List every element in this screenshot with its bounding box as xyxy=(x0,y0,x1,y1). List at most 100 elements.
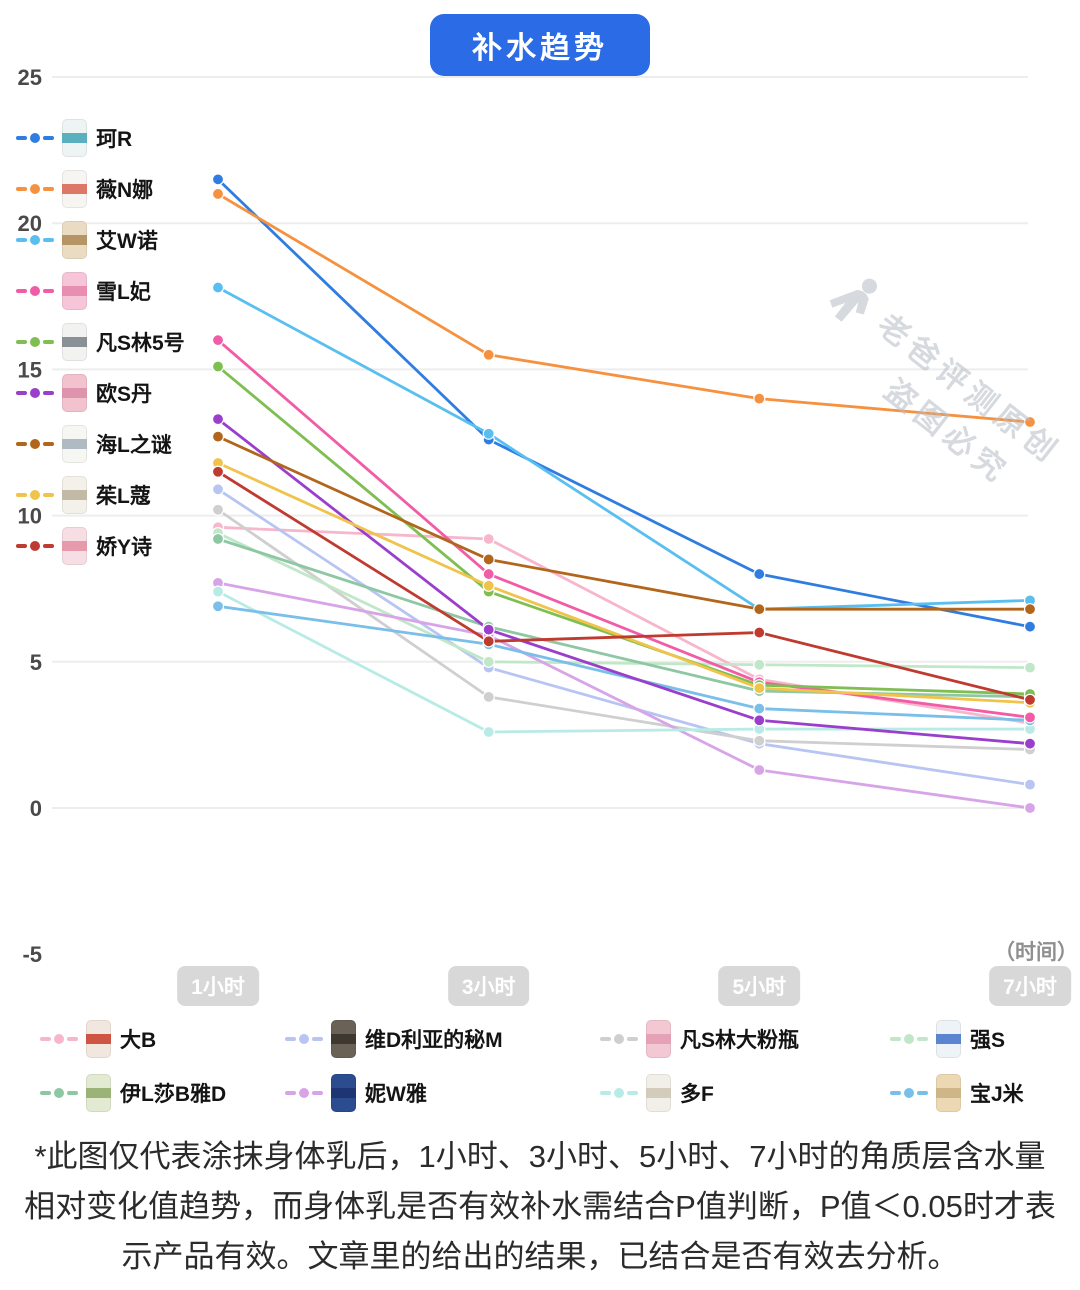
y-tick-label: 15 xyxy=(18,357,42,382)
series-point-10 xyxy=(211,483,225,496)
series-point-8 xyxy=(753,626,766,639)
marker-dash xyxy=(43,442,54,446)
product-thumbnail-band xyxy=(62,337,87,347)
y-tick-label: 20 xyxy=(18,211,42,236)
marker-dot xyxy=(299,1034,309,1044)
legend-marker-icon xyxy=(16,388,54,398)
series-point-11 xyxy=(482,690,495,703)
legend-item-13: 伊L莎B雅D xyxy=(40,1071,285,1115)
series-point-6 xyxy=(1023,603,1037,616)
product-thumbnail-band xyxy=(62,286,87,296)
series-point-1 xyxy=(1023,415,1037,429)
marker-dot xyxy=(30,439,40,449)
legend-label: 欧S丹 xyxy=(96,383,153,406)
legend-label: 娇Y诗 xyxy=(96,536,153,559)
marker-dot xyxy=(904,1034,914,1044)
marker-dash xyxy=(16,136,27,140)
legend-item-14: 妮W雅 xyxy=(285,1071,600,1115)
legend-marker-icon xyxy=(16,541,54,551)
legend-marker-icon xyxy=(16,337,54,347)
marker-dash xyxy=(600,1091,611,1095)
series-line-14 xyxy=(216,581,1032,810)
marker-dot xyxy=(30,337,40,347)
legend-marker-icon xyxy=(890,1088,928,1098)
series-point-4 xyxy=(211,360,225,373)
series-point-7 xyxy=(753,682,766,695)
legend-item-2: 艾W诺 xyxy=(16,218,185,262)
series-line-3 xyxy=(216,338,1032,719)
series-point-1 xyxy=(753,392,766,405)
series-point-5 xyxy=(211,413,225,426)
series-point-2 xyxy=(482,427,495,440)
series-point-3 xyxy=(482,567,495,581)
marker-dash xyxy=(890,1037,901,1041)
series-line-13 xyxy=(216,537,1032,699)
legend-item-0: 珂R xyxy=(16,116,185,160)
series-line-12 xyxy=(216,531,1032,670)
series-point-15 xyxy=(482,725,495,739)
x-axis-label-3: 7小时 xyxy=(989,966,1071,1006)
legend-label: 凡S林大粉瓶 xyxy=(680,1029,800,1052)
series-point-16 xyxy=(753,702,766,715)
series-point-14 xyxy=(753,763,766,777)
y-tick-label: 10 xyxy=(18,504,42,529)
marker-dash xyxy=(43,136,54,140)
legend-marker-icon xyxy=(16,235,54,245)
legend-label: 维D利亚的秘M xyxy=(365,1029,503,1052)
legend-item-8: 娇Y诗 xyxy=(16,524,185,568)
product-thumbnail-band xyxy=(646,1088,671,1098)
legend-item-3: 雪L妃 xyxy=(16,269,185,313)
marker-dash xyxy=(312,1037,323,1041)
legend-item-16: 宝J米 xyxy=(890,1071,1052,1115)
series-point-3 xyxy=(211,334,225,347)
y-tick-label: -5 xyxy=(22,942,42,967)
series-point-3 xyxy=(1023,711,1037,724)
series-point-6 xyxy=(482,553,495,566)
marker-dot xyxy=(614,1088,624,1098)
series-line-8 xyxy=(216,470,1032,702)
legend-label: 多F xyxy=(680,1083,714,1106)
product-thumbnail xyxy=(62,476,87,514)
y-tick-label: 25 xyxy=(18,65,42,90)
legend-marker-icon xyxy=(16,490,54,500)
marker-dash xyxy=(890,1091,901,1095)
legend-label: 凡S林5号 xyxy=(96,332,185,355)
legend-marker-icon xyxy=(285,1088,323,1098)
series-point-0 xyxy=(1023,620,1037,633)
legend-marker-icon xyxy=(890,1034,928,1044)
series-point-11 xyxy=(211,503,225,516)
product-thumbnail-band xyxy=(86,1088,111,1098)
marker-dash xyxy=(627,1037,638,1041)
product-thumbnail-band xyxy=(62,490,87,500)
marker-dash xyxy=(285,1037,296,1041)
product-thumbnail-band xyxy=(86,1034,111,1044)
marker-dash xyxy=(43,493,54,497)
series-line-1 xyxy=(216,192,1032,424)
product-thumbnail-band xyxy=(646,1034,671,1044)
legend-item-4: 凡S林5号 xyxy=(16,320,185,364)
product-thumbnail xyxy=(62,374,87,412)
series-line-9 xyxy=(216,525,1032,725)
legend-marker-icon xyxy=(600,1088,638,1098)
series-point-1 xyxy=(211,187,225,201)
series-point-12 xyxy=(1023,661,1037,674)
series-point-12 xyxy=(482,655,495,668)
marker-dot xyxy=(30,133,40,143)
legend-bottom: 大B 维D利亚的秘M 凡S林大粉瓶 强S 伊L莎B雅D 妮W雅 多F 宝J米 xyxy=(40,1012,1052,1120)
marker-dot xyxy=(30,388,40,398)
series-point-10 xyxy=(1023,778,1037,791)
product-thumbnail-band xyxy=(62,388,87,398)
series-line-10 xyxy=(216,487,1032,787)
series-point-5 xyxy=(482,623,495,636)
footnote-line-1: *此图仅代表涂抹身体乳后，1小时、3小时、5小时、7小时的角质层含水量 xyxy=(34,1139,1046,1174)
series-point-0 xyxy=(753,567,766,581)
marker-dot xyxy=(30,286,40,296)
marker-dash xyxy=(67,1037,78,1041)
marker-dash xyxy=(43,289,54,293)
marker-dash xyxy=(917,1037,928,1041)
legend-label: 艾W诺 xyxy=(96,230,158,253)
legend-marker-icon xyxy=(16,133,54,143)
series-point-9 xyxy=(482,532,495,546)
legend-bottom-row-1: 伊L莎B雅D 妮W雅 多F 宝J米 xyxy=(40,1066,1052,1120)
footnote: *此图仅代表涂抹身体乳后，1小时、3小时、5小时、7小时的角质层含水量 相对变化… xyxy=(20,1132,1060,1282)
